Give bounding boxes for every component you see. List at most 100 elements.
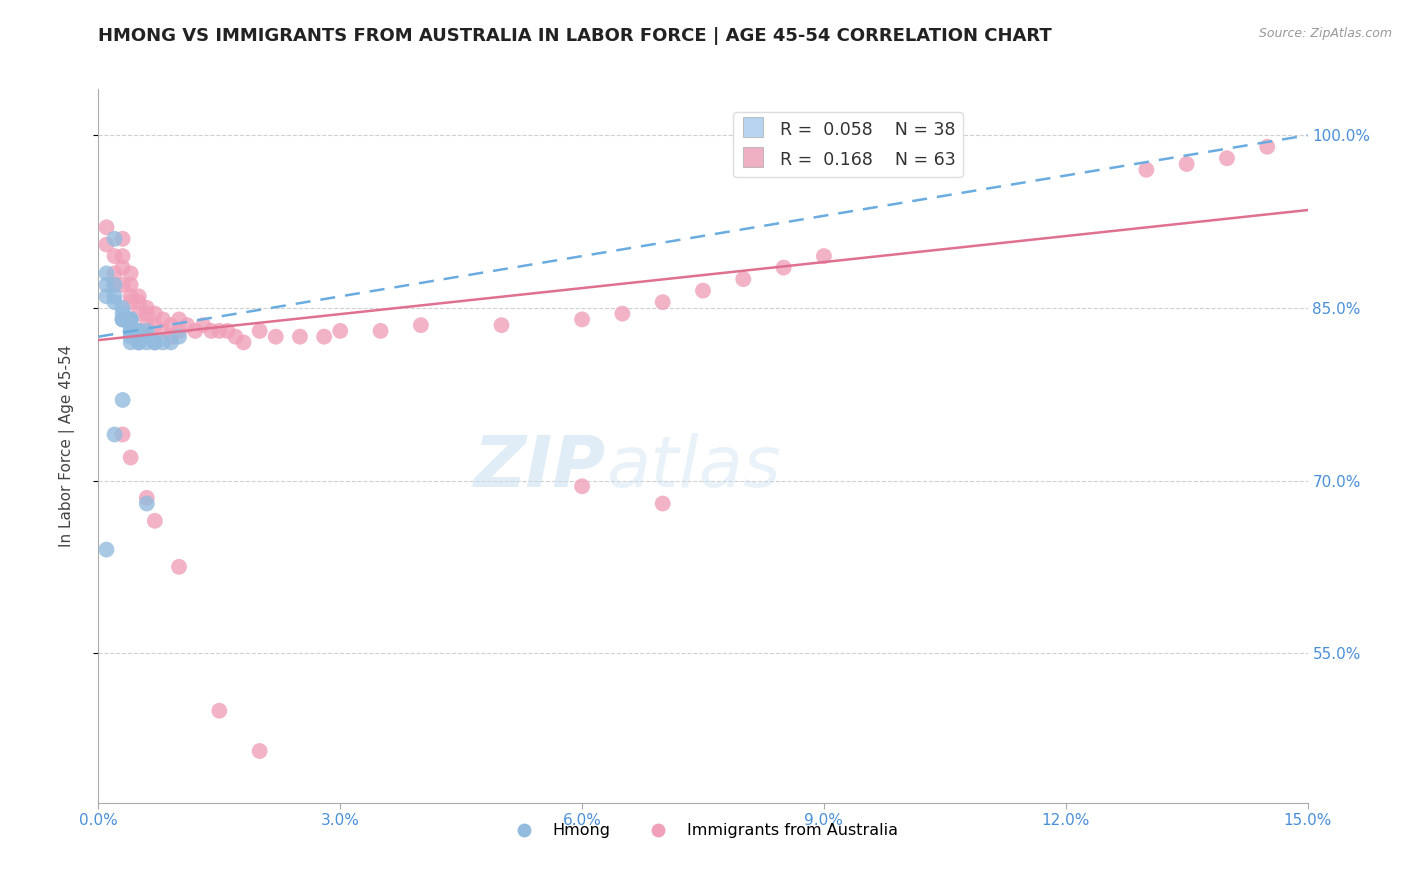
Point (135, 329, 157, 343)
Point (128, 335, 150, 350)
Point (651, 497, 673, 511)
Point (120, 450, 142, 465)
Point (128, 307, 150, 321)
Point (249, 744, 271, 758)
Point (111, 232, 134, 246)
Legend: Hmong, Immigrants from Australia: Hmong, Immigrants from Australia (502, 817, 904, 845)
Point (571, 479, 593, 493)
Point (152, 335, 174, 350)
Point (176, 318, 198, 333)
Point (200, 324, 222, 338)
Point (208, 324, 231, 338)
Point (111, 277, 134, 292)
Point (96, 542, 118, 557)
Point (111, 249, 134, 263)
Point (612, 307, 634, 321)
Point (128, 335, 150, 350)
Point (120, 324, 142, 338)
Point (103, 277, 125, 292)
Point (103, 295, 125, 310)
Point (120, 312, 142, 326)
Point (217, 324, 239, 338)
Point (135, 335, 157, 350)
Point (96, 237, 118, 252)
Point (120, 324, 142, 338)
Point (193, 318, 215, 333)
Point (249, 324, 271, 338)
Point (813, 249, 835, 263)
Point (120, 289, 142, 303)
Y-axis label: In Labor Force | Age 45-54: In Labor Force | Age 45-54 (59, 345, 75, 547)
Point (160, 318, 183, 333)
Point (152, 312, 174, 326)
Point (120, 335, 142, 350)
Point (128, 329, 150, 343)
Point (184, 324, 207, 338)
Point (232, 335, 254, 350)
Point (135, 301, 157, 315)
Text: Source: ZipAtlas.com: Source: ZipAtlas.com (1258, 27, 1392, 40)
Point (128, 324, 150, 338)
Point (314, 329, 336, 343)
Point (651, 295, 673, 310)
Point (120, 318, 142, 333)
Point (143, 335, 166, 350)
Point (120, 295, 142, 310)
Point (167, 324, 190, 338)
Point (128, 295, 150, 310)
Point (103, 289, 125, 303)
Point (329, 324, 352, 338)
Point (143, 307, 166, 321)
Point (160, 335, 183, 350)
Point (103, 249, 125, 263)
Point (120, 312, 142, 326)
Point (143, 335, 166, 350)
Point (103, 266, 125, 280)
Point (103, 232, 125, 246)
Point (135, 318, 157, 333)
Point (96, 220, 118, 235)
Point (409, 318, 432, 333)
Point (167, 559, 190, 574)
Point (111, 260, 134, 275)
Point (1135, 162, 1157, 177)
Point (111, 307, 134, 321)
Point (96, 277, 118, 292)
Point (120, 266, 142, 280)
Text: HMONG VS IMMIGRANTS FROM AUSTRALIA IN LABOR FORCE | AGE 45-54 CORRELATION CHART: HMONG VS IMMIGRANTS FROM AUSTRALIA IN LA… (98, 27, 1052, 45)
Point (224, 329, 246, 343)
Point (733, 272, 755, 286)
Point (152, 324, 174, 338)
Point (103, 277, 125, 292)
Point (120, 277, 142, 292)
Point (111, 392, 134, 407)
Point (103, 427, 125, 442)
Point (143, 514, 166, 528)
Point (135, 491, 157, 505)
Point (128, 329, 150, 343)
Point (1175, 157, 1198, 171)
Point (111, 312, 134, 326)
Point (692, 284, 714, 298)
Point (120, 312, 142, 326)
Point (370, 324, 392, 338)
Point (111, 427, 134, 442)
Point (143, 318, 166, 333)
Point (1256, 140, 1278, 154)
Point (491, 318, 513, 333)
Point (96, 266, 118, 280)
Point (128, 289, 150, 303)
Point (264, 329, 287, 343)
Point (135, 324, 157, 338)
Point (111, 312, 134, 326)
Point (571, 312, 593, 326)
Point (135, 307, 157, 321)
Text: ZIP: ZIP (474, 433, 606, 502)
Point (160, 329, 183, 343)
Point (111, 301, 134, 315)
Point (167, 312, 190, 326)
Point (1216, 151, 1239, 165)
Point (288, 329, 311, 343)
Point (167, 329, 190, 343)
Point (96, 289, 118, 303)
